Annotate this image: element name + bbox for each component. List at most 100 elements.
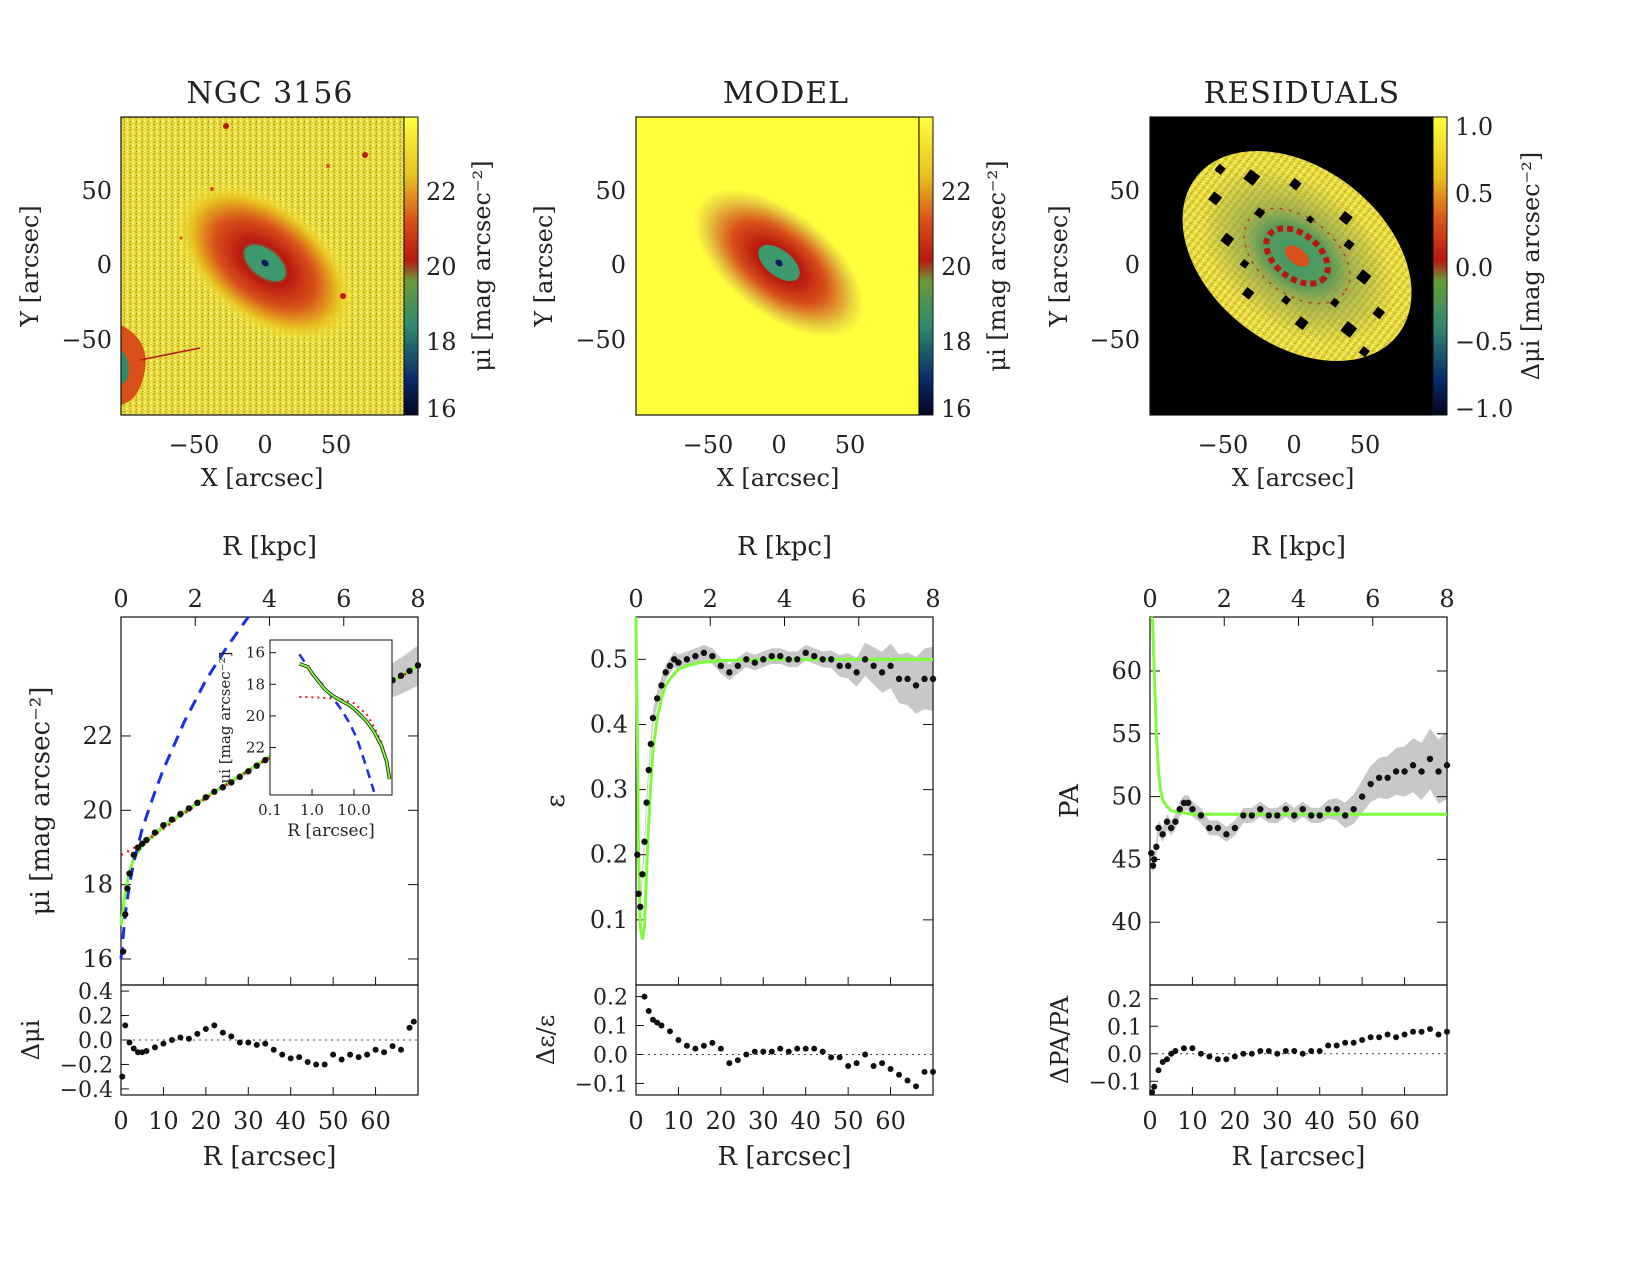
x-axis-label: X [arcsec]	[1232, 464, 1355, 492]
data-point	[1155, 824, 1162, 832]
colorbar-tick-label: 22	[941, 178, 972, 206]
x-axis-label: R [arcsec]	[1232, 1142, 1366, 1172]
top-x-tick-label: 4	[1291, 585, 1306, 613]
data-point	[921, 675, 928, 683]
data-point	[1163, 818, 1171, 825]
residual-point	[262, 1040, 269, 1047]
residual-point	[853, 1060, 860, 1067]
data-point	[1231, 824, 1239, 832]
top-x-tick-label: 2	[1217, 585, 1232, 613]
residual-point	[658, 1022, 665, 1029]
residual-point	[1155, 1067, 1162, 1074]
data-point	[751, 659, 758, 666]
residual-point	[185, 1035, 192, 1042]
data-point	[1149, 862, 1157, 869]
data-point	[1248, 812, 1256, 819]
y-tick-label: −50	[1089, 326, 1140, 354]
inset-y-tick-label: 22	[246, 739, 265, 757]
residual-point	[1316, 1048, 1323, 1054]
x-tick-label: 20	[706, 1107, 737, 1135]
residual-point	[692, 1045, 699, 1052]
y-tick-label: 50	[1109, 177, 1140, 205]
data-point	[1153, 843, 1160, 851]
residual-point	[389, 1043, 396, 1050]
data-point	[1392, 768, 1400, 775]
data-point	[185, 805, 193, 812]
residual-point	[904, 1077, 911, 1084]
residual-point	[1197, 1050, 1204, 1057]
field-star	[326, 164, 330, 168]
residual-point	[794, 1045, 801, 1052]
y-axis-label: Y [arcsec]	[1045, 205, 1073, 327]
x-tick-label: 0	[1286, 431, 1301, 459]
residual-point	[245, 1039, 252, 1046]
field-star	[340, 293, 346, 299]
y-tick-label: 18	[82, 871, 113, 899]
y-tick-label: 50	[595, 177, 626, 205]
data-point	[760, 656, 767, 663]
y-tick-label: 50	[1111, 783, 1142, 811]
data-point	[777, 652, 784, 660]
data-point	[397, 672, 405, 679]
data-point	[743, 656, 750, 663]
y-tick-label: 55	[1111, 720, 1142, 748]
residual-point	[143, 1048, 150, 1054]
inset-x-tick-label: 10.0	[337, 801, 370, 819]
image-panel-ngc3156	[120, 116, 419, 416]
colorbar-label: μi [mag arcsec⁻²]	[468, 160, 496, 371]
data-point	[1367, 780, 1374, 788]
residual-point	[1214, 1056, 1221, 1063]
residual-y-tick-label: −0.4	[60, 1078, 113, 1103]
model-curve-bulge	[119, 616, 250, 960]
colorbar-tick-label: 0.0	[1455, 254, 1493, 282]
residual-point	[313, 1061, 320, 1068]
residual-point	[279, 1051, 286, 1058]
residual-point	[654, 1019, 661, 1026]
x-tick-label: 40	[275, 1107, 306, 1135]
x-tick-label: 40	[1304, 1107, 1335, 1135]
field-star	[223, 123, 229, 129]
data-point	[219, 784, 227, 791]
residual-point	[372, 1046, 379, 1053]
residual-point	[870, 1063, 877, 1070]
data-point	[143, 836, 150, 844]
x-tick-label: −50	[1198, 431, 1249, 459]
data-point	[634, 851, 641, 858]
residual-plot-frame	[635, 984, 934, 1096]
uncertainty-band	[1151, 728, 1447, 874]
residual-point	[122, 1022, 129, 1029]
y-tick-label: 0	[611, 251, 626, 279]
data-point	[861, 656, 869, 663]
data-point	[811, 652, 818, 660]
y-tick-label: 16	[82, 945, 113, 973]
data-point	[202, 794, 210, 801]
residual-point	[1435, 1031, 1442, 1038]
y-tick-label: −50	[575, 326, 626, 354]
data-point	[1265, 812, 1273, 819]
x-tick-label: −50	[683, 431, 734, 459]
residual-point	[1240, 1050, 1247, 1057]
top-x-tick-label: 0	[113, 585, 128, 613]
residual-point	[1350, 1039, 1357, 1046]
data-point	[643, 799, 650, 806]
y-tick-label: 0.2	[590, 841, 628, 869]
data-point	[853, 669, 860, 676]
residual-y-axis-label: Δμi	[17, 1019, 45, 1060]
x-axis-label: X [arcsec]	[717, 464, 840, 492]
data-point	[168, 816, 176, 823]
inset-x-tick-label: 1.0	[300, 801, 324, 819]
residual-y-tick-label: 0.1	[1107, 1015, 1142, 1040]
inset-y-tick-label: 20	[246, 707, 265, 725]
y-tick-label: 20	[82, 796, 113, 824]
top-x-tick-label: 8	[410, 585, 425, 613]
data-point	[160, 821, 167, 829]
residual-point	[321, 1061, 328, 1068]
x-tick-label: 50	[1347, 1107, 1378, 1135]
diffraction-spike	[139, 347, 201, 361]
y-tick-label: 0	[1125, 251, 1140, 279]
image-panel-residuals	[1149, 116, 1448, 416]
residual-point	[406, 1024, 413, 1031]
residual-y-axis-label: Δε/ε	[532, 1015, 560, 1065]
residual-y-tick-label: −0.1	[575, 1072, 628, 1097]
residual-point	[177, 1034, 184, 1041]
